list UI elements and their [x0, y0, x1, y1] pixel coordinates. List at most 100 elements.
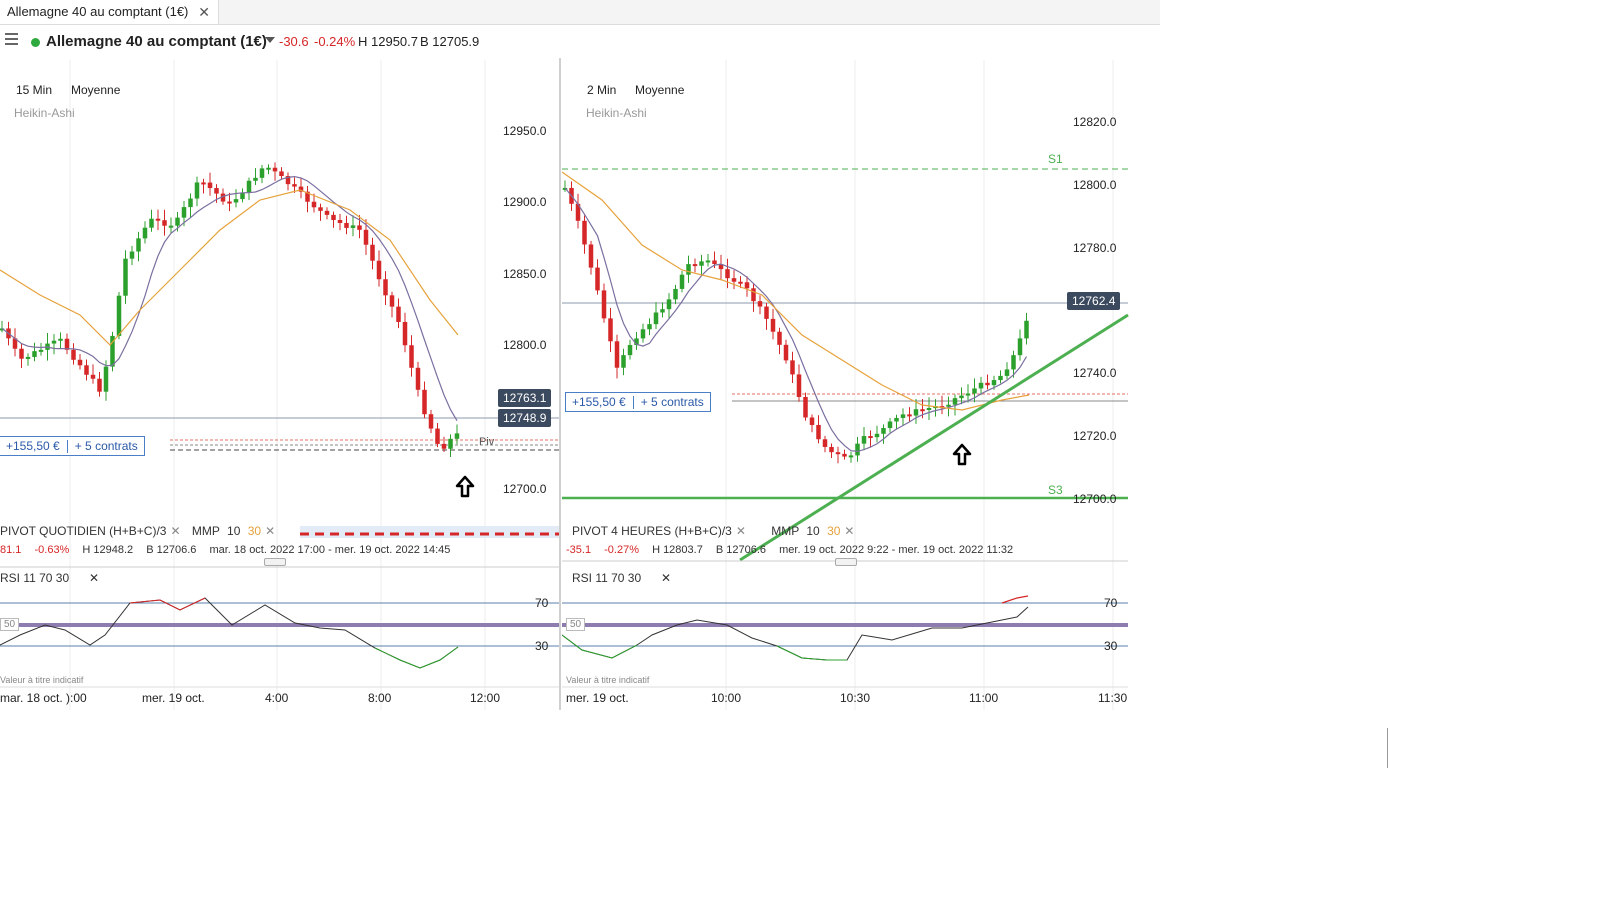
right-price-tick: 12700.0 [1073, 492, 1117, 506]
tab-title: Allemagne 40 au comptant (1€) [7, 4, 189, 19]
left-resize-handle[interactable] [264, 558, 286, 566]
right-mmp-b: 30 [827, 524, 841, 538]
left-time-label: ):00 [66, 691, 87, 705]
change-value: -30.6 [279, 34, 309, 49]
right-price-tick: 12740.0 [1073, 366, 1117, 380]
right-price-tick: 12800.0 [1073, 178, 1117, 192]
left-rsi-oversold [374, 646, 459, 669]
right-timeframe[interactable]: 2 Min [587, 83, 617, 97]
left-candle [201, 182, 206, 185]
left-mmp-label[interactable]: MMP [191, 524, 220, 538]
close-icon[interactable]: ✕ [170, 524, 181, 538]
right-candle [874, 433, 880, 438]
right-mmp-label[interactable]: MMP [771, 524, 800, 538]
left-candle [38, 349, 44, 352]
left-mmp-b: 30 [247, 524, 262, 538]
left-timeframe[interactable]: 15 Min [16, 83, 53, 97]
close-icon[interactable]: ✕ [844, 524, 855, 538]
left-candle [58, 338, 63, 341]
left-candle [331, 214, 336, 220]
left-candle [376, 260, 382, 280]
close-icon[interactable]: ✕ [198, 4, 210, 20]
right-candle [666, 299, 672, 310]
right-pivot-name[interactable]: PIVOT 4 HEURES (H+B+C)/3 [572, 524, 732, 538]
left-candle [214, 188, 219, 194]
right-mmp-a: 10 [806, 524, 820, 538]
left-candle [142, 227, 148, 239]
left-candle [266, 167, 271, 170]
right-price-tick: 12780.0 [1073, 241, 1117, 255]
left-rsi-line [0, 597, 459, 669]
left-candle [227, 201, 232, 204]
panel-divider[interactable] [559, 58, 561, 710]
left-candle [51, 340, 57, 344]
left-position-pnl[interactable]: +155,50 € + 5 contrats [0, 436, 145, 457]
left-chart-style[interactable]: Heikin-Ashi [14, 106, 75, 120]
right-candle [575, 203, 581, 221]
stray-divider [1387, 728, 1388, 768]
left-candle [363, 229, 369, 245]
left-candle [103, 366, 109, 392]
left-candle [350, 225, 356, 228]
right-info-high: H 12803.7 [652, 544, 703, 556]
left-candle [324, 210, 330, 215]
low-value: B 12705.9 [420, 34, 480, 49]
right-disclaimer: Valeur à titre indicatif [566, 675, 650, 685]
right-candle [803, 396, 808, 418]
right-rsi-label[interactable]: RSI 11 70 30 [572, 571, 642, 585]
left-indicator-row: PIVOT QUOTIDIEN (H+B+C)/3 ✕ MMP 10 30 ✕ [0, 524, 275, 538]
high-value: H 12950.7 [358, 34, 418, 49]
tab-chart[interactable]: Allemagne 40 au comptant (1€) ✕ [0, 0, 219, 24]
menu-icon[interactable] [5, 33, 18, 45]
left-candle [383, 279, 388, 296]
close-icon[interactable]: ✕ [661, 571, 672, 585]
right-info-pct: -0.27% [604, 544, 639, 556]
right-resize-handle[interactable] [835, 558, 857, 566]
right-candle [731, 278, 737, 282]
pnl-contracts: + 5 contrats [74, 439, 138, 453]
instrument-header: Allemagne 40 au comptant (1€) -30.6 -0.2… [0, 27, 1160, 57]
left-candle [12, 338, 18, 349]
pnl-value: +155,50 € [6, 439, 60, 453]
right-candle [894, 417, 899, 422]
right-rsi-oversold-b [776, 645, 847, 661]
left-rsi-label[interactable]: RSI 11 70 30 [0, 571, 70, 585]
right-indicator-row: PIVOT 4 HEURES (H+B+C)/3 ✕ MMP 10 30 ✕ [572, 524, 854, 538]
left-pivot-name[interactable]: PIVOT QUOTIDIEN (H+B+C)/3 [0, 524, 167, 538]
right-candle [595, 267, 600, 291]
right-candle [900, 414, 906, 418]
close-icon[interactable]: ✕ [735, 524, 746, 538]
close-icon[interactable]: ✕ [89, 571, 100, 585]
left-candle [344, 222, 349, 228]
right-candle [1017, 338, 1023, 356]
right-chart-style[interactable]: Heikin-Ashi [586, 106, 647, 120]
right-position-pnl[interactable]: +155,50 € + 5 contrats [565, 392, 711, 413]
chevron-down-icon[interactable] [265, 37, 275, 43]
right-price-tick: 12720.0 [1073, 429, 1117, 443]
right-candle [978, 382, 984, 389]
left-candle [136, 238, 141, 252]
right-time-label: 11:30 [1098, 691, 1128, 705]
left-price-tick: 12900.0 [503, 195, 547, 209]
right-candle [653, 312, 659, 325]
right-chart-canvas[interactable] [562, 60, 1130, 710]
left-candle [454, 433, 460, 439]
instrument-title[interactable]: Allemagne 40 au comptant (1€) [46, 33, 267, 50]
right-candle [712, 260, 717, 265]
right-candle [705, 260, 711, 263]
right-candle [991, 380, 997, 386]
right-average-type[interactable]: Moyenne [635, 83, 685, 97]
left-candle [194, 182, 200, 199]
right-candle [848, 455, 854, 458]
close-icon[interactable]: ✕ [265, 524, 276, 538]
left-info-pct: -0.63% [34, 544, 70, 556]
right-candle [972, 388, 977, 394]
right-chart-panel: 2 Min Moyenne Heikin-Ashi 12820.0 12800.… [562, 60, 1130, 710]
right-rsi-30: 30 [1104, 639, 1118, 653]
left-average-type[interactable]: Moyenne [71, 83, 121, 97]
right-info-range: mer. 19 oct. 2022 9:22 - mer. 19 oct. 20… [779, 544, 1014, 556]
right-candle [959, 395, 964, 399]
right-time-label: mer. 19 oct. [566, 691, 629, 705]
left-chart-canvas[interactable] [0, 60, 560, 710]
right-candle [965, 393, 971, 396]
